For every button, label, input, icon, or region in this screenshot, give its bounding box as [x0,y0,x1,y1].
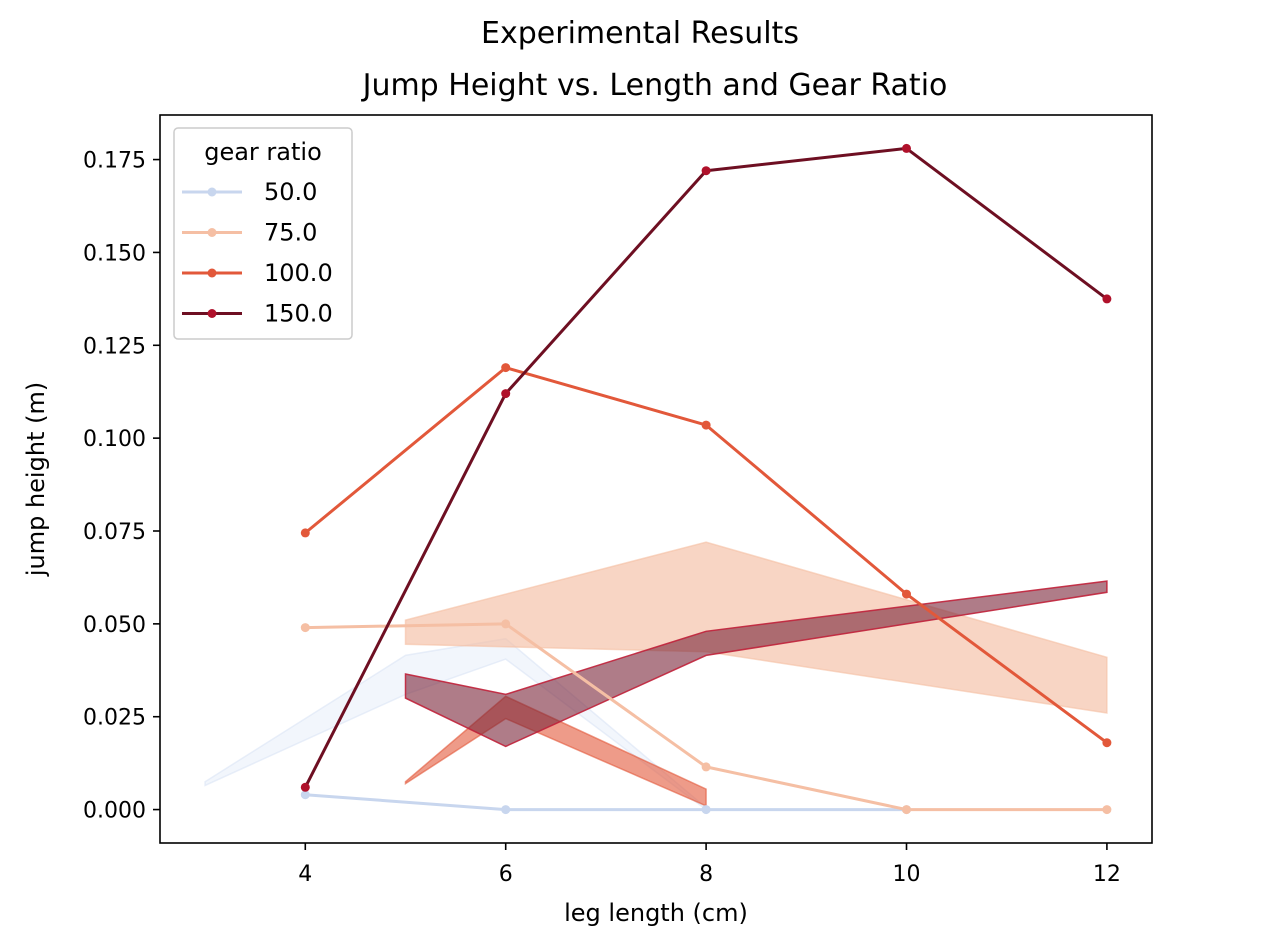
point-50-0-1 [501,805,511,815]
x-axis-ticks: 4 6 8 10 12 [298,843,1121,887]
legend: gear ratio 50.0 75.0 100.0 150.0 [173,127,353,340]
point-100-0-3 [902,589,911,599]
legend-swatch-marker-100-0 [207,268,217,278]
point-150-0-1 [501,389,511,399]
y-tick-label: 0.075 [83,520,146,545]
y-tick-label: 0.000 [83,799,146,824]
point-50-0-0 [300,790,310,800]
chart-suptitle: Experimental Results [481,16,799,51]
x-tick-label: 8 [699,862,713,887]
point-150-0-4 [1102,294,1112,304]
y-axis-ticks: 0.000 0.025 0.050 0.075 0.100 0.125 0.150 0.175 [83,149,160,824]
x-tick-label: 12 [1093,862,1121,887]
point-100-0-0 [300,528,310,538]
legend-swatch-marker-150-0 [207,309,217,318]
legend-swatch-marker-75-0 [207,228,217,237]
point-150-0-0 [300,782,310,792]
y-tick-label: 0.125 [83,334,146,359]
legend-label-150-0: 150.0 [264,300,333,328]
y-tick-label: 0.100 [83,427,146,452]
point-100-0-1 [501,363,511,373]
y-tick-label: 0.025 [83,706,146,731]
point-100-0-2 [701,420,711,430]
series-points [300,143,1112,815]
point-75-0-0 [300,623,310,633]
point-150-0-3 [902,143,911,153]
legend-swatch-marker-50-0 [207,187,217,197]
legend-entries: 50.0 75.0 100.0 150.0 [182,178,333,328]
point-75-0-4 [1102,805,1112,815]
point-100-0-4 [1102,738,1112,748]
y-tick-label: 0.150 [83,241,146,266]
x-tick-label: 10 [893,862,921,887]
legend-label-50-0: 50.0 [264,178,317,206]
y-tick-label: 0.050 [83,613,146,638]
point-75-0-1 [501,619,511,629]
plot-frame [159,114,1153,844]
x-tick-label: 6 [499,862,513,887]
legend-title: gear ratio [204,138,322,166]
legend-label-100-0: 100.0 [264,259,333,287]
point-75-0-2 [701,762,711,772]
point-50-0-2 [701,805,711,815]
y-tick-label: 0.175 [83,149,146,174]
series-line-50-0 [305,793,907,812]
point-75-0-3 [902,805,911,815]
legend-label-75-0: 75.0 [264,219,317,247]
y-axis-label: jump height (m) [22,382,50,577]
x-tick-label: 4 [298,862,312,887]
chart-title: Jump Height vs. Length and Gear Ratio [361,68,948,103]
x-axis-label: leg length (cm) [564,899,748,927]
legend-box [173,127,353,340]
point-150-0-2 [701,166,711,176]
